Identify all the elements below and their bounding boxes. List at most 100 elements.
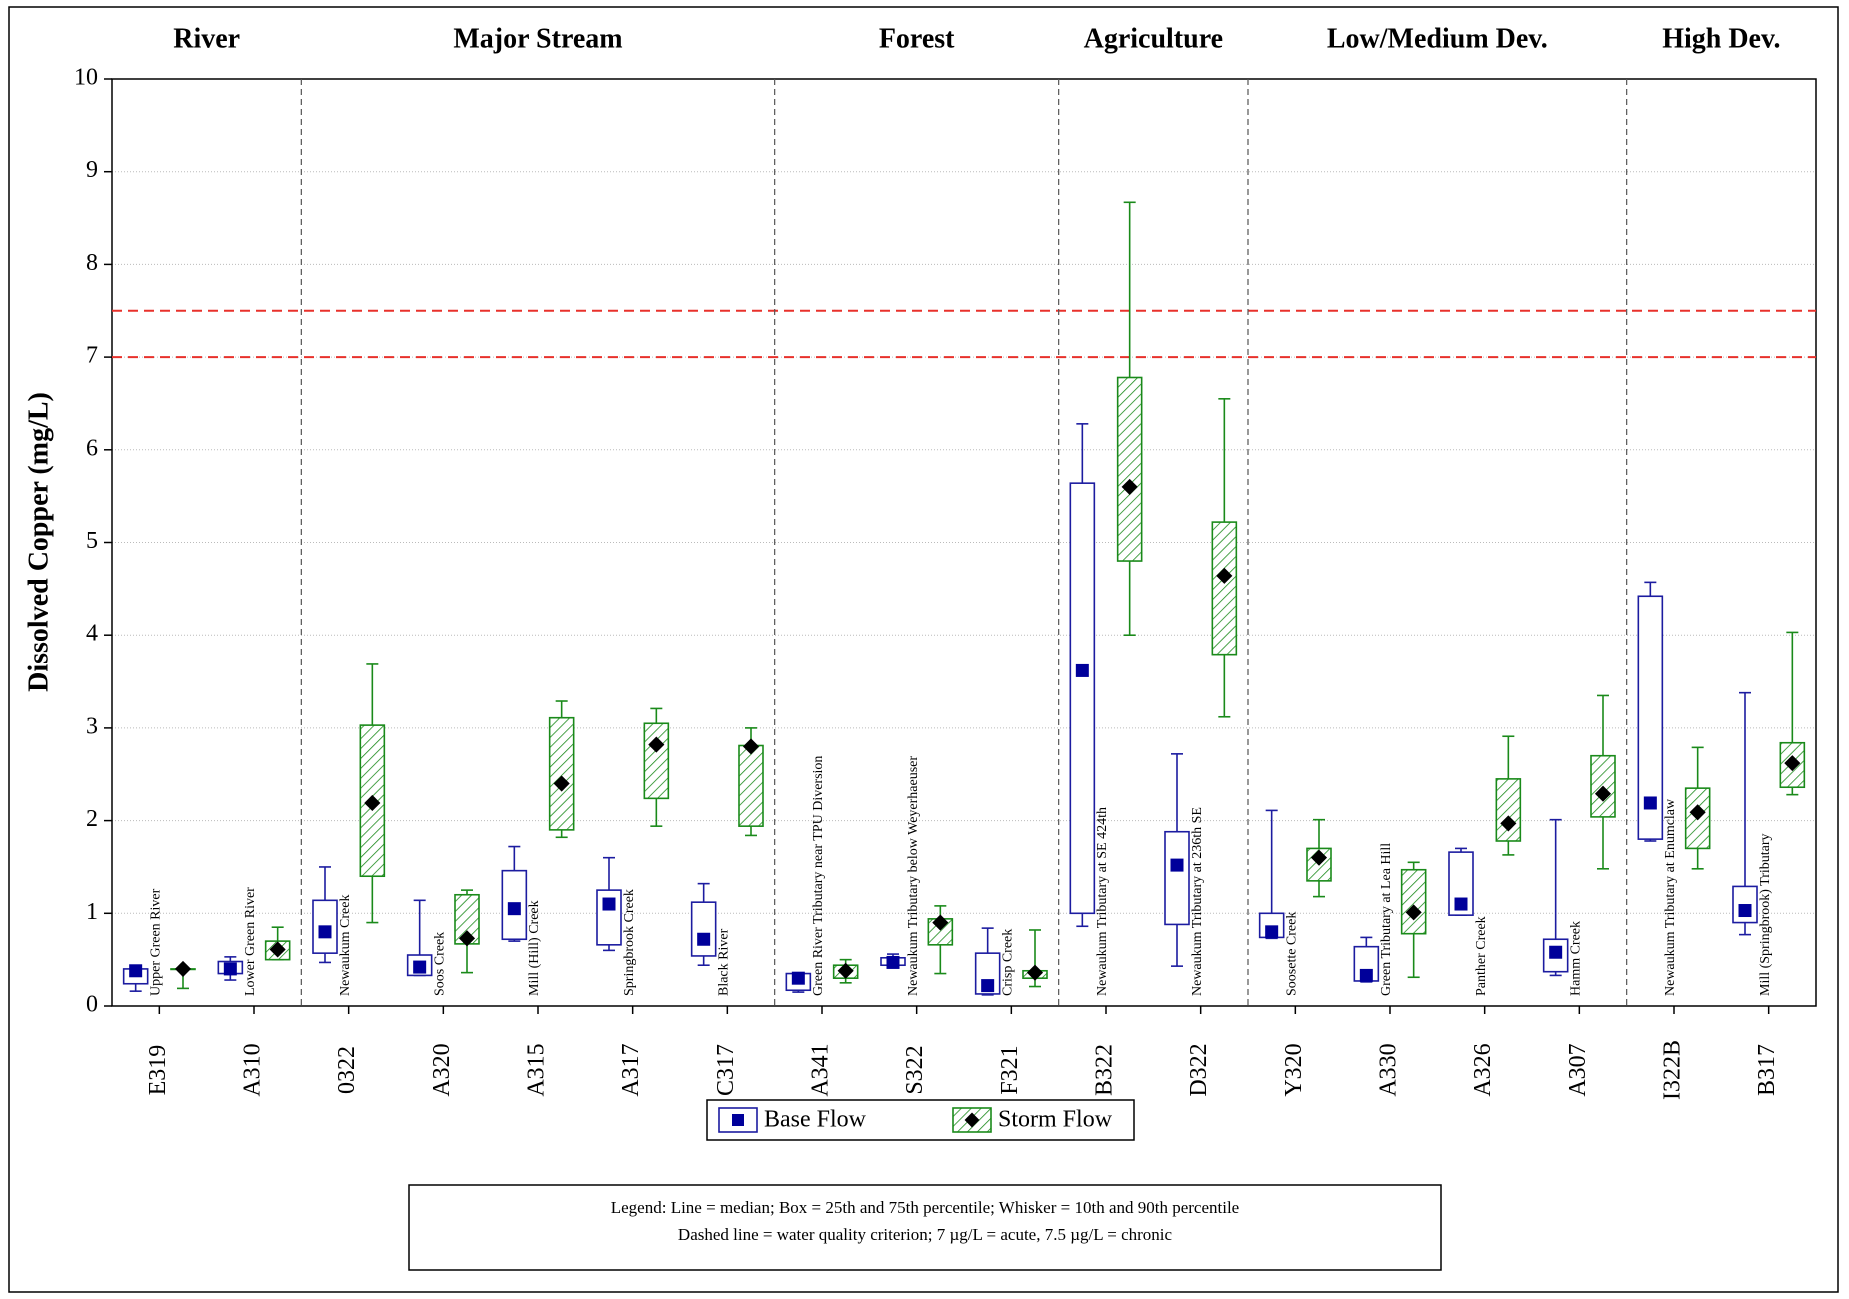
x-tick-label: Y320 xyxy=(1281,1043,1307,1096)
median-marker xyxy=(174,960,192,977)
site-name: Mill (Springbrook) Tributary xyxy=(1758,833,1773,996)
y-tick-label: 6 xyxy=(86,435,98,461)
median-marker xyxy=(742,738,760,755)
median-marker xyxy=(791,971,805,985)
median-marker xyxy=(1170,858,1184,872)
legend-label: Base Flow xyxy=(764,1107,867,1133)
box xyxy=(1116,376,1143,562)
x-tick-label: E319 xyxy=(145,1045,171,1096)
site-name: Black River xyxy=(717,928,732,996)
x-tick-label: A307 xyxy=(1565,1043,1591,1096)
y-axis-title: Dissolved Copper (mg/L) xyxy=(23,392,54,692)
group-label: Agriculture xyxy=(1084,23,1223,54)
site-name: Springbrook Creek xyxy=(622,889,637,996)
median-marker xyxy=(364,794,381,812)
site-name: Green River Tributary near TPU Diversion xyxy=(811,756,826,996)
y-tick-label: 2 xyxy=(86,806,98,832)
x-tick-label: I322B xyxy=(1660,1040,1686,1100)
median-marker xyxy=(1500,815,1517,832)
site-name: Mill (Hill) Creek xyxy=(527,900,542,996)
box xyxy=(643,722,670,800)
x-tick-label: A326 xyxy=(1470,1043,1496,1096)
box xyxy=(1164,830,1190,926)
site-name: Panther Creek xyxy=(1474,916,1489,996)
group-label: Major Stream xyxy=(453,23,622,54)
x-tick-label: S322 xyxy=(902,1045,928,1094)
site-name: Hamm Creek xyxy=(1569,921,1584,996)
site-name: Newaukum Tributary at SE 424th xyxy=(1095,807,1110,996)
median-marker xyxy=(318,925,332,939)
site-name: Crisp Creek xyxy=(1001,929,1016,996)
legend-frame xyxy=(706,1099,1135,1141)
group-label: Forest xyxy=(879,23,955,54)
legend-label: Storm Flow xyxy=(998,1107,1113,1133)
x-tick-label: A341 xyxy=(808,1043,834,1096)
group-label: River xyxy=(173,23,240,54)
box xyxy=(690,901,717,957)
legend-marker xyxy=(964,1112,980,1128)
site-name: Newaukum Tributary at Enumclaw xyxy=(1663,798,1678,996)
median-marker xyxy=(602,897,616,911)
median-marker xyxy=(1784,755,1801,772)
median-marker xyxy=(886,955,900,969)
box xyxy=(1069,482,1096,915)
note-frame xyxy=(408,1184,1442,1271)
median-marker xyxy=(413,960,427,974)
median-marker xyxy=(1738,904,1752,918)
plot-frame xyxy=(111,78,1817,1007)
x-tick-label: F321 xyxy=(997,1045,1023,1094)
median-marker xyxy=(981,979,995,993)
x-tick-label: B322 xyxy=(1092,1044,1118,1096)
y-tick-label: 3 xyxy=(86,713,98,739)
median-marker xyxy=(458,930,476,947)
median-marker xyxy=(648,736,665,753)
median-marker xyxy=(1405,904,1422,921)
box xyxy=(1495,778,1522,842)
note-line: Legend: Line = median; Box = 25th and 75… xyxy=(611,1198,1239,1217)
median-marker xyxy=(1265,925,1279,939)
median-marker xyxy=(1643,796,1657,810)
median-marker xyxy=(269,941,286,958)
median-marker xyxy=(1549,945,1563,959)
y-tick-label: 4 xyxy=(86,621,98,647)
y-tick-label: 9 xyxy=(86,157,98,183)
median-marker xyxy=(1121,478,1138,495)
site-name: Newaukum Tributary below Weyerhaeuser xyxy=(906,756,921,996)
median-marker xyxy=(129,964,143,978)
median-marker xyxy=(932,914,949,931)
x-tick-label: D322 xyxy=(1186,1043,1212,1096)
site-name: Lower Green River xyxy=(243,887,258,996)
median-marker xyxy=(1689,804,1706,821)
site-name: Newaukum Creek xyxy=(338,895,353,996)
median-marker xyxy=(1594,785,1612,802)
site-name: Soos Creek xyxy=(433,932,448,996)
x-tick-label: C317 xyxy=(713,1044,739,1096)
legend-marker xyxy=(732,1114,744,1126)
median-marker xyxy=(553,775,570,792)
y-tick-label: 7 xyxy=(86,343,98,369)
box xyxy=(1448,851,1474,916)
median-marker xyxy=(1359,968,1373,982)
median-marker xyxy=(1310,849,1328,866)
median-marker xyxy=(1216,567,1233,584)
y-tick-label: 0 xyxy=(86,992,98,1018)
x-tick-label: A310 xyxy=(240,1043,266,1096)
x-tick-label: 0322 xyxy=(334,1046,360,1094)
site-name: Upper Green River xyxy=(149,888,164,996)
box xyxy=(548,716,575,831)
x-tick-label: B317 xyxy=(1754,1044,1780,1096)
y-tick-label: 10 xyxy=(74,65,98,91)
site-name: Green Tributary at Lea Hill xyxy=(1379,843,1394,996)
median-marker xyxy=(837,962,854,979)
x-tick-label: A315 xyxy=(524,1043,550,1096)
median-marker xyxy=(1026,964,1044,981)
y-tick-label: 8 xyxy=(86,250,98,276)
x-tick-label: A320 xyxy=(429,1043,455,1096)
outer-frame xyxy=(8,6,1839,1293)
median-marker xyxy=(1454,897,1468,911)
x-tick-label: A330 xyxy=(1376,1043,1402,1096)
box xyxy=(1400,868,1427,935)
y-tick-label: 5 xyxy=(86,528,98,554)
